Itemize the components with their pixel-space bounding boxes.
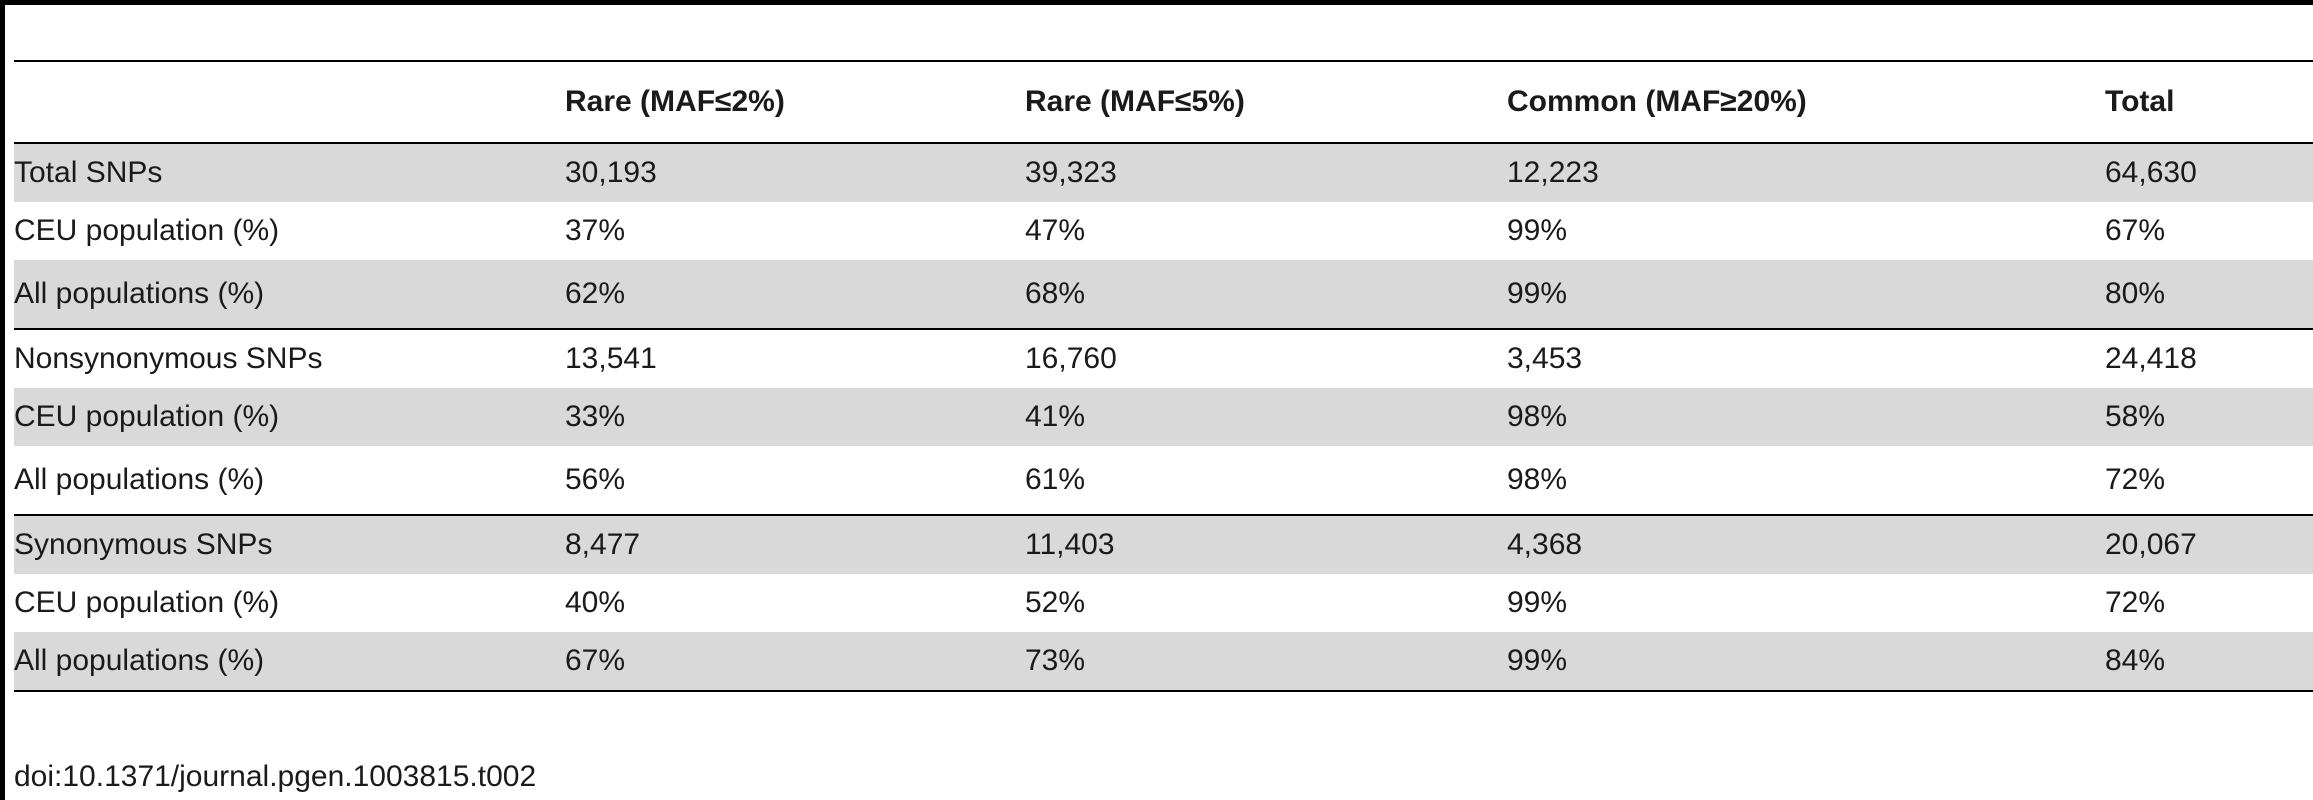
table-row: Total SNPs 30,193 39,323 12,223 64,630 bbox=[14, 143, 2313, 202]
table-cell: 99% bbox=[1507, 632, 2105, 692]
table-cell: 73% bbox=[1025, 632, 1507, 692]
table-cell: 8,477 bbox=[565, 514, 1025, 574]
table-row: All populations (%) 67% 73% 99% 84% bbox=[14, 632, 2313, 692]
table-cell: 98% bbox=[1507, 463, 1568, 496]
table-cell: 58% bbox=[2105, 388, 2313, 446]
table-cell: 11,403 bbox=[1025, 514, 1507, 574]
table-cell: 37% bbox=[565, 214, 626, 247]
table-cell: 39,323 bbox=[1025, 143, 1507, 202]
top-border-rule bbox=[0, 0, 2313, 5]
table-cell: 64,630 bbox=[2105, 143, 2313, 202]
table-cell: 16,760 bbox=[1025, 328, 1507, 388]
table-cell: 72% bbox=[2105, 463, 2166, 496]
table-cell: 80% bbox=[2105, 260, 2313, 329]
table-row: CEU population (%) 37% 47% 99% 67% bbox=[14, 202, 2313, 260]
row-label: All populations (%) bbox=[14, 632, 565, 692]
table-row: All populations (%) 56% 61% 98% 72% bbox=[14, 446, 2313, 515]
table-cell: 33% bbox=[565, 388, 1025, 446]
table-cell: 30,193 bbox=[565, 143, 1025, 202]
table-row: All populations (%) 62% 68% 99% 80% bbox=[14, 260, 2313, 329]
row-label: CEU population (%) bbox=[14, 388, 565, 446]
table-body: Total SNPs 30,193 39,323 12,223 64,630 C… bbox=[14, 143, 2313, 692]
table-cell: 47% bbox=[1025, 214, 1086, 247]
left-border-rule bbox=[0, 0, 5, 800]
table-cell: 72% bbox=[2105, 586, 2166, 619]
row-label: CEU population (%) bbox=[14, 214, 280, 247]
row-label: CEU population (%) bbox=[14, 586, 280, 619]
table-cell: 56% bbox=[565, 463, 626, 496]
table-cell: 12,223 bbox=[1507, 143, 2105, 202]
table-cell: 24,418 bbox=[2105, 328, 2313, 388]
table-cell: 99% bbox=[1507, 214, 1568, 247]
row-label: Total SNPs bbox=[14, 143, 565, 202]
table-cell: 98% bbox=[1507, 388, 2105, 446]
row-label: All populations (%) bbox=[14, 463, 265, 496]
header-cell-rare-2: Rare (MAF≤2%) bbox=[565, 85, 785, 118]
header-cell-rare-5: Rare (MAF≤5%) bbox=[1025, 85, 1245, 118]
header-cell-total: Total bbox=[2105, 85, 2175, 118]
table-cell: 68% bbox=[1025, 260, 1507, 329]
table-cell: 84% bbox=[2105, 632, 2313, 692]
table-cell: 41% bbox=[1025, 388, 1507, 446]
header-cell-common-20: Common (MAF≥20%) bbox=[1507, 85, 1807, 118]
table-cell: 4,368 bbox=[1507, 514, 2105, 574]
table-cell: 62% bbox=[565, 260, 1025, 329]
table-cell: 40% bbox=[565, 586, 626, 619]
snp-table-container: Rare (MAF≤2%) Rare (MAF≤5%) Common (MAF≥… bbox=[14, 60, 2313, 692]
row-label: Synonymous SNPs bbox=[14, 514, 565, 574]
doi-footnote: doi:10.1371/journal.pgen.1003815.t002 bbox=[14, 760, 537, 793]
header-cell-blank bbox=[14, 61, 565, 143]
table-cell: 20,067 bbox=[2105, 514, 2313, 574]
header-row: Rare (MAF≤2%) Rare (MAF≤5%) Common (MAF≥… bbox=[14, 61, 2313, 143]
table-row: CEU population (%) 40% 52% 99% 72% bbox=[14, 574, 2313, 632]
table-cell: 99% bbox=[1507, 586, 1568, 619]
table-cell: 3,453 bbox=[1507, 328, 2105, 388]
table-header: Rare (MAF≤2%) Rare (MAF≤5%) Common (MAF≥… bbox=[14, 61, 2313, 143]
table-cell: 61% bbox=[1025, 463, 1086, 496]
table-cell: 52% bbox=[1025, 586, 1086, 619]
row-label: Nonsynonymous SNPs bbox=[14, 328, 565, 388]
table-cell: 67% bbox=[2105, 214, 2166, 247]
table-row: Synonymous SNPs 8,477 11,403 4,368 20,06… bbox=[14, 514, 2313, 574]
snp-table: Rare (MAF≤2%) Rare (MAF≤5%) Common (MAF≥… bbox=[14, 60, 2313, 692]
table-cell: 67% bbox=[565, 632, 1025, 692]
row-label: All populations (%) bbox=[14, 260, 565, 329]
table-cell: 13,541 bbox=[565, 328, 1025, 388]
table-cell: 99% bbox=[1507, 260, 2105, 329]
table-row: CEU population (%) 33% 41% 98% 58% bbox=[14, 388, 2313, 446]
table-row: Nonsynonymous SNPs 13,541 16,760 3,453 2… bbox=[14, 328, 2313, 388]
